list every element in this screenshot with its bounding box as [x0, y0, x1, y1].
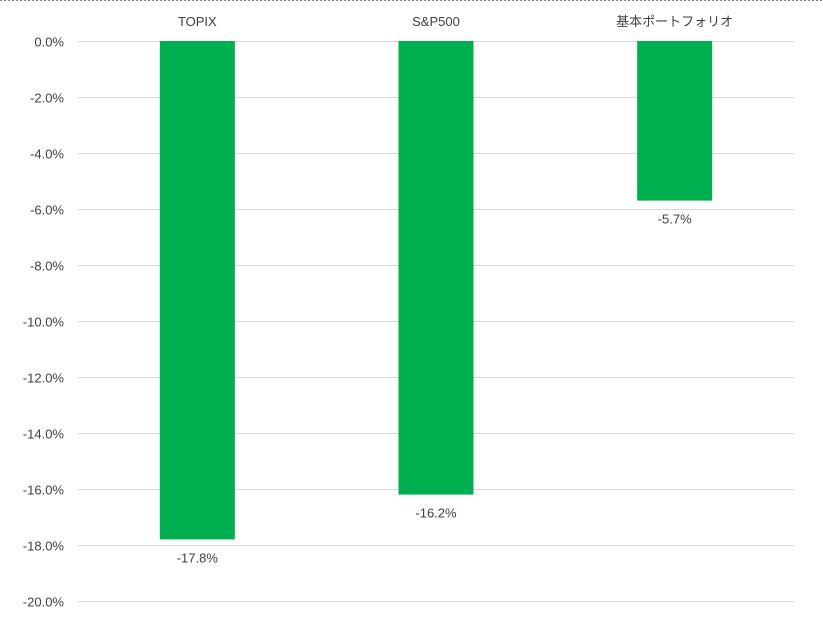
y-tick-label: -18.0%	[23, 539, 65, 554]
data-labels: -17.8% -16.2% -5.7%	[177, 212, 692, 566]
data-label: -5.7%	[658, 212, 692, 227]
bar	[159, 41, 235, 540]
data-label: -17.8%	[177, 550, 219, 565]
y-tick-label: -20.0%	[23, 595, 65, 610]
bar	[398, 41, 474, 495]
category-label: TOPIX	[178, 14, 217, 29]
y-tick-label: -4.0%	[30, 147, 64, 162]
category-label: 基本ポートフォリオ	[616, 14, 733, 29]
y-axis-tick-labels: 0.0% -2.0% -4.0% -6.0% -8.0% -10.0% -12.0% -14.…	[23, 35, 65, 610]
y-tick-label: -14.0%	[23, 427, 65, 442]
y-tick-label: 0.0%	[34, 35, 64, 50]
y-tick-label: -2.0%	[30, 91, 64, 106]
y-tick-label: -16.0%	[23, 483, 65, 498]
y-tick-label: -8.0%	[30, 259, 64, 274]
category-label: S&P500	[412, 14, 460, 29]
bar	[637, 41, 713, 201]
y-tick-label: -6.0%	[30, 203, 64, 218]
y-tick-label: -10.0%	[23, 315, 65, 330]
bars	[159, 41, 713, 540]
data-label: -16.2%	[415, 506, 457, 521]
y-tick-label: -12.0%	[23, 371, 65, 386]
category-labels: TOPIX S&P500 基本ポートフォリオ	[178, 14, 733, 29]
